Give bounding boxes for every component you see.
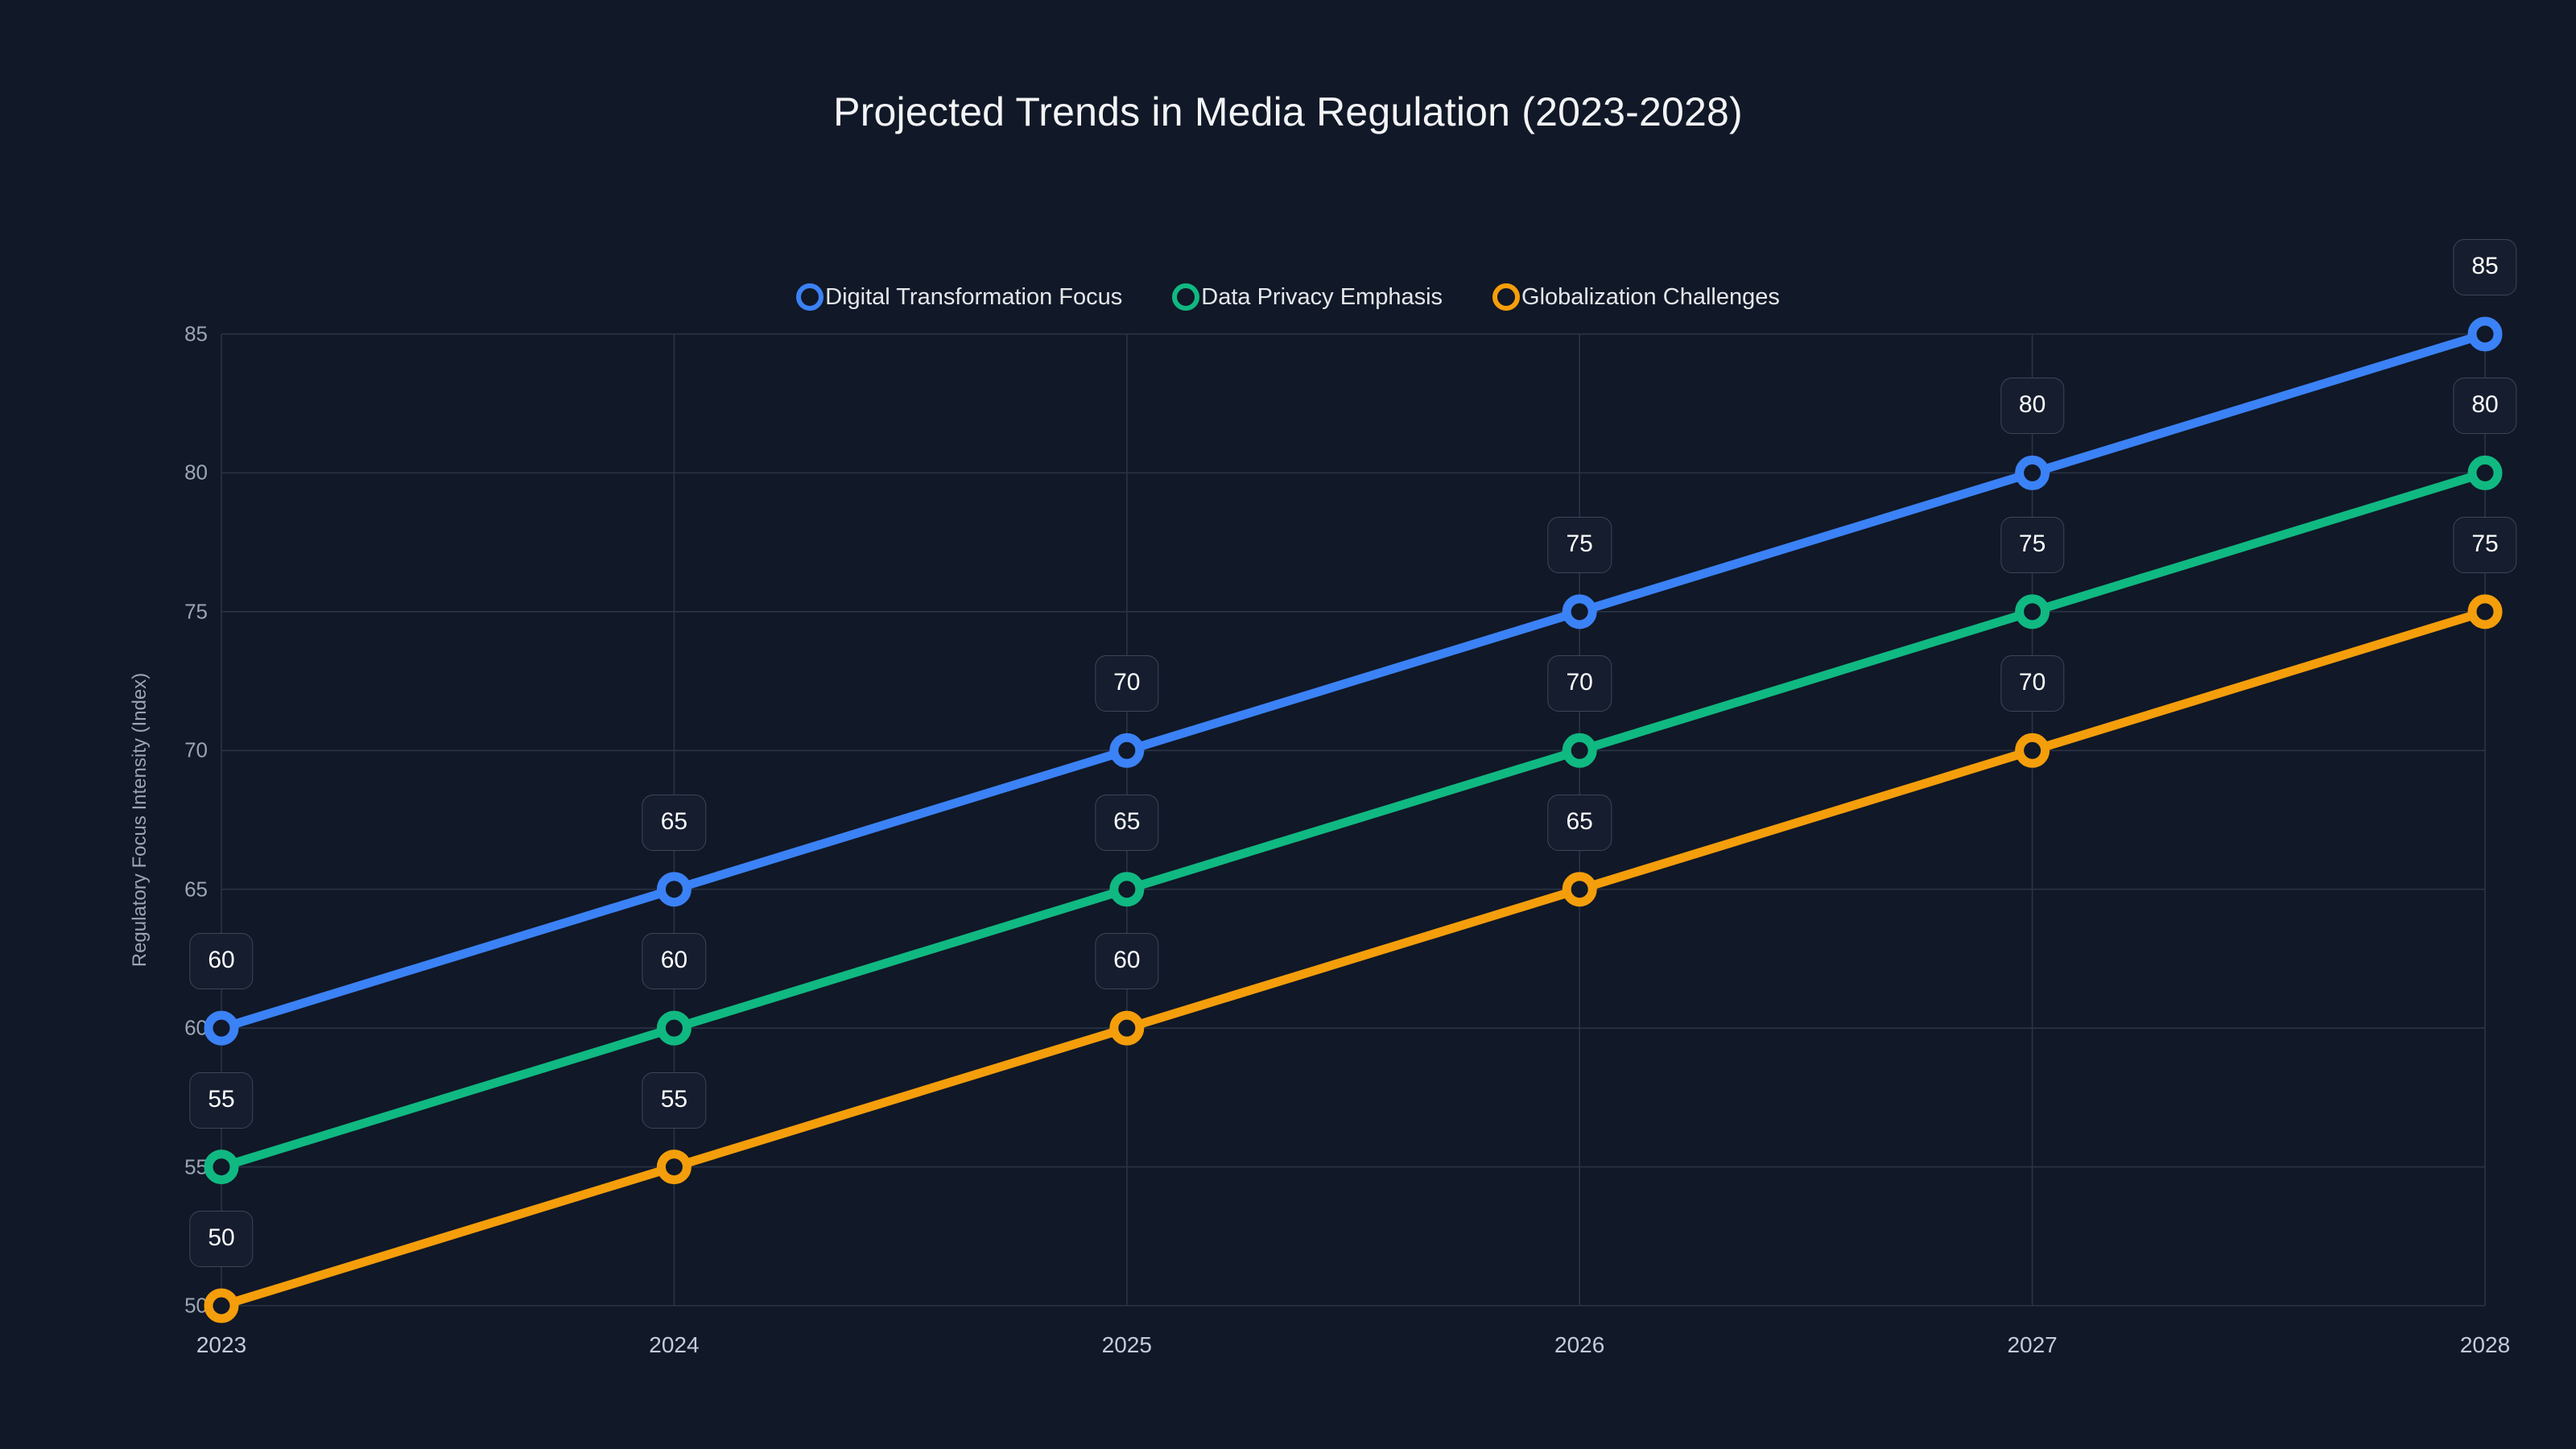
circle-ring-icon — [1492, 283, 1521, 311]
x-axis-tick-label: 2023 — [196, 1332, 247, 1357]
x-axis-tick-label: 2027 — [2007, 1332, 2058, 1357]
y-axis-title: Regulatory Focus Intensity (Index) — [129, 672, 151, 968]
data-point-marker[interactable] — [204, 1150, 239, 1185]
x-axis-tick-label: 2028 — [2459, 1332, 2511, 1357]
series-line — [217, 468, 2490, 1172]
data-point-label: 80 — [2000, 378, 2065, 435]
data-point-marker[interactable] — [656, 1150, 691, 1185]
data-point-label: 85 — [2453, 239, 2517, 295]
data-point-label: 75 — [1547, 516, 1612, 573]
y-axis-tick-label: 60 — [184, 1015, 208, 1040]
plot-area: 60 65 70 75 80 85 55 60 65 70 75 80 50 55 60 65 70 75 — [189, 239, 2517, 1323]
data-point-label: 55 — [189, 1071, 254, 1129]
x-axis-tick-label: 2026 — [1554, 1332, 1605, 1357]
data-point-marker[interactable] — [656, 872, 691, 907]
legend-item[interactable]: Digital Transformation Focus — [796, 283, 1122, 311]
data-point-marker[interactable] — [2467, 594, 2503, 630]
circle-ring-icon — [796, 283, 824, 311]
data-point-label: 55 — [642, 1071, 707, 1129]
data-point-marker[interactable] — [2015, 594, 2050, 630]
data-point-label: 60 — [189, 933, 254, 990]
data-point-marker[interactable] — [1562, 733, 1597, 768]
page-title: Projected Trends in Media Regulation (20… — [833, 89, 1743, 134]
series-line — [217, 329, 2490, 1033]
legend-item[interactable]: Globalization Challenges — [1492, 283, 1780, 311]
data-point-label: 65 — [1547, 794, 1612, 851]
data-point-marker[interactable] — [1562, 594, 1597, 630]
x-axis-tick-label: 2024 — [649, 1332, 700, 1357]
line-chart-svg — [204, 316, 2503, 1323]
series-line — [217, 607, 2490, 1311]
data-point-marker[interactable] — [1109, 1010, 1145, 1046]
data-point-label: 80 — [2453, 378, 2517, 435]
data-point-marker[interactable] — [2015, 455, 2050, 490]
data-point-label: 65 — [642, 794, 707, 851]
y-axis-tick-label: 85 — [184, 321, 208, 346]
x-axis-tick-label: 2025 — [1101, 1332, 1152, 1357]
data-point-marker[interactable] — [204, 1288, 239, 1323]
data-point-marker[interactable] — [2015, 733, 2050, 768]
y-axis-tick-labels: 50 55 60 65 70 75 80 85 — [145, 322, 208, 1318]
y-axis-tick-label: 75 — [184, 599, 208, 624]
x-axis-tick-labels: 2023 2024 2025 2026 2027 2028 — [196, 1332, 2510, 1369]
data-point-marker[interactable] — [1109, 872, 1145, 907]
data-point-label: 70 — [1547, 655, 1612, 712]
data-point-label: 70 — [1095, 655, 1159, 712]
legend-item-label: Globalization Challenges — [1521, 283, 1780, 310]
data-point-marker[interactable] — [1109, 733, 1145, 768]
chart-legend: Digital Transformation Focus Data Privacy… — [0, 283, 2576, 311]
data-point-marker[interactable] — [2467, 455, 2503, 490]
gridlines — [221, 333, 2486, 1307]
data-point-label: 75 — [2000, 516, 2065, 573]
data-point-marker[interactable] — [2467, 316, 2503, 352]
legend-item[interactable]: Data Privacy Emphasis — [1172, 283, 1443, 311]
y-axis-tick-label: 50 — [184, 1293, 208, 1318]
data-point-label: 75 — [2453, 516, 2517, 573]
data-point-label: 65 — [1095, 794, 1159, 851]
data-point-marker[interactable] — [1562, 872, 1597, 907]
data-point-label: 50 — [189, 1211, 254, 1267]
data-point-marker[interactable] — [204, 1010, 239, 1046]
y-axis-tick-label: 80 — [184, 460, 208, 485]
y-axis-tick-label: 65 — [184, 877, 208, 902]
data-point-marker[interactable] — [656, 1010, 691, 1046]
data-point-label: 60 — [1095, 933, 1159, 990]
y-axis-tick-label: 55 — [184, 1154, 208, 1179]
legend-item-label: Data Privacy Emphasis — [1201, 283, 1443, 310]
data-point-label: 60 — [642, 933, 707, 990]
circle-ring-icon — [1172, 283, 1200, 311]
legend-item-label: Digital Transformation Focus — [825, 283, 1123, 310]
y-axis-tick-label: 70 — [184, 737, 208, 762]
data-point-label: 70 — [2000, 655, 2065, 712]
